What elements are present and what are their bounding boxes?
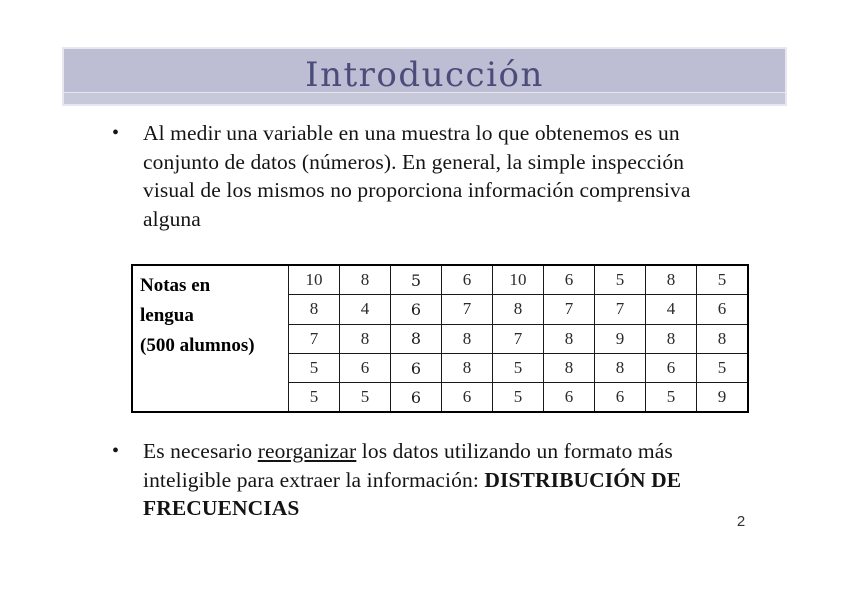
grade-cell: 5 xyxy=(390,264,442,296)
bullet-text-part: Es necesario xyxy=(143,439,258,463)
grade-cell: 10 xyxy=(288,264,340,296)
grade-cell: 6 xyxy=(339,352,391,384)
bullet-marker: • xyxy=(112,440,120,462)
grade-cell: 8 xyxy=(441,323,493,354)
bullet-line: alguna xyxy=(143,206,201,231)
bullet-paragraph-2: • Es necesario reorganizar los datos uti… xyxy=(109,437,799,523)
bullet-line: inteligible para extraer la información:… xyxy=(143,466,681,495)
bullet-text-part: los datos utilizando un formato más xyxy=(356,439,673,463)
grade-cell: 8 xyxy=(441,352,493,384)
grade-cell: 4 xyxy=(645,294,697,325)
grade-cell: 6 xyxy=(594,382,646,413)
grade-cell: 7 xyxy=(543,294,595,325)
grade-cell: 5 xyxy=(339,382,391,413)
bullet-paragraph-1: • Al medir una variable en una muestra l… xyxy=(109,119,789,233)
grade-cell: 6 xyxy=(645,352,697,384)
bullet-line: FRECUENCIAS xyxy=(143,494,681,523)
bullet-text: Al medir una variable en una muestra lo … xyxy=(143,119,690,233)
table-label-line: lengua xyxy=(140,305,194,326)
bullet-marker: • xyxy=(112,122,120,144)
grade-cell: 10 xyxy=(492,264,544,296)
grade-cell: 7 xyxy=(594,294,646,325)
grade-cell: 8 xyxy=(543,352,595,384)
grade-cell: 9 xyxy=(594,323,646,354)
bullet-line: Al medir una variable en una muestra lo … xyxy=(143,121,680,145)
grade-cell: 6 xyxy=(390,294,442,325)
grade-cell: 5 xyxy=(288,382,340,413)
grade-cell: 5 xyxy=(288,352,340,384)
slide-title: Introducción xyxy=(305,54,544,95)
grade-cell: 5 xyxy=(594,264,646,296)
grade-cell: 6 xyxy=(441,264,493,296)
grade-cell: 5 xyxy=(645,382,697,413)
grade-cell: 8 xyxy=(339,264,391,296)
grade-cell: 6 xyxy=(543,382,595,413)
grade-cell: 8 xyxy=(594,352,646,384)
grade-cell: 9 xyxy=(696,382,749,413)
grade-cell: 5 xyxy=(696,352,749,384)
bold-phrase: DISTRIBUCIÓN DE xyxy=(484,467,682,492)
grade-cell: 8 xyxy=(492,294,544,325)
bold-phrase: FRECUENCIAS xyxy=(143,496,300,520)
grade-cell: 8 xyxy=(390,323,442,354)
grade-cell: 8 xyxy=(696,323,749,354)
bullet-line: conjunto de datos (números). En general,… xyxy=(143,149,685,174)
table-row: Notas en lengua (500 alumnos) 10 8 5 6 10 6 5 8… xyxy=(131,264,749,413)
table-label-line: (500 alumnos) xyxy=(140,335,255,356)
grade-cell: 6 xyxy=(441,382,493,413)
grade-cell: 7 xyxy=(288,323,340,354)
grade-cell: 5 xyxy=(696,264,749,296)
grade-cell: 7 xyxy=(441,294,493,325)
bullet-line: Es necesario reorganizar los datos utili… xyxy=(143,437,681,466)
grade-cell: 5 xyxy=(492,382,544,413)
bullet-text: Es necesario reorganizar los datos utili… xyxy=(143,437,681,523)
grade-cell: 8 xyxy=(645,264,697,296)
grade-cell: 8 xyxy=(645,323,697,354)
grade-cell: 6 xyxy=(543,264,595,296)
page-number: 2 xyxy=(736,513,746,530)
title-band: Introducción xyxy=(62,47,787,106)
grade-cell: 8 xyxy=(543,323,595,354)
grade-cell: 4 xyxy=(339,294,391,325)
underlined-word: reorganizar xyxy=(257,439,357,463)
grade-cell: 7 xyxy=(492,323,544,354)
bullet-line: visual de los mismos no proporciona info… xyxy=(143,178,691,202)
grade-cell: 6 xyxy=(390,352,442,384)
table-label-cell: Notas en lengua (500 alumnos) xyxy=(131,264,289,413)
grade-cell: 6 xyxy=(390,382,442,413)
grade-cell: 8 xyxy=(339,323,391,354)
grade-cell: 6 xyxy=(696,294,749,325)
table-label-line: Notas en xyxy=(140,275,211,296)
grade-cell: 5 xyxy=(492,352,544,384)
bullet-text-part: inteligible para extraer la información: xyxy=(143,467,485,492)
grades-table: Notas en lengua (500 alumnos) 10 8 5 6 10 6 5 8… xyxy=(131,264,749,414)
grade-cell: 8 xyxy=(288,294,340,325)
